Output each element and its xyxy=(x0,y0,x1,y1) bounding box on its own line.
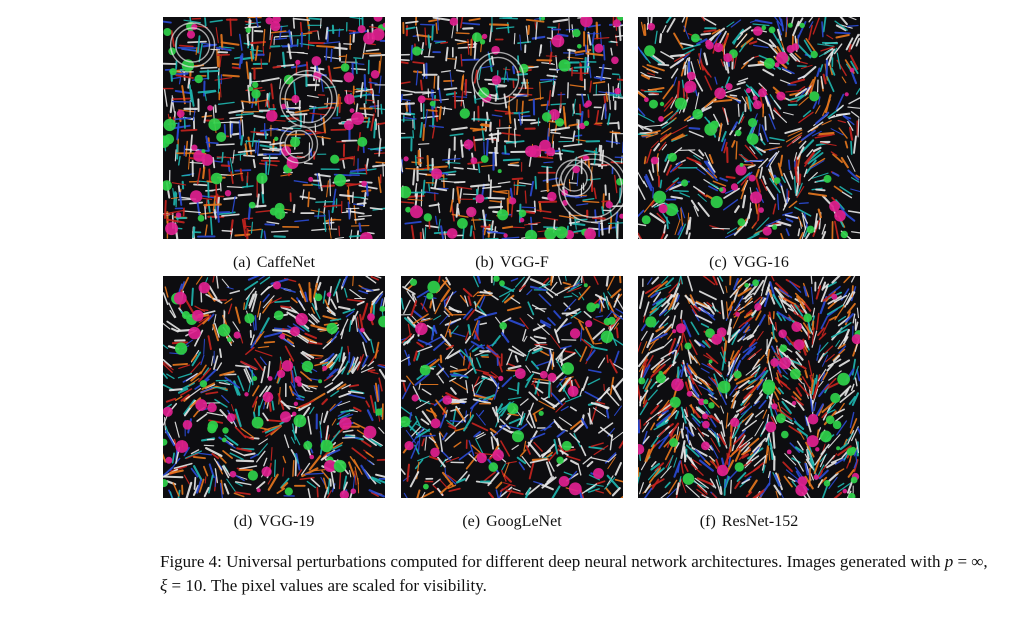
math-p-eq: = ∞, xyxy=(953,552,988,571)
perturbation-image-vgg-16 xyxy=(638,17,860,239)
panel-name: ResNet-152 xyxy=(721,513,799,530)
panel-name: VGG-16 xyxy=(732,254,789,271)
panel-letter: (e) xyxy=(462,513,481,530)
panel-caption-b: (b) VGG-F xyxy=(392,253,632,273)
panel-name: VGG-19 xyxy=(258,513,315,530)
perturbation-image-googlenet xyxy=(401,276,623,498)
perturbation-pattern xyxy=(401,276,623,498)
perturbation-pattern xyxy=(401,17,623,239)
perturbation-pattern xyxy=(163,276,385,498)
panel-name: CaffeNet xyxy=(256,254,316,271)
panel-letter: (b) xyxy=(475,254,494,271)
math-xi-eq: = 10 xyxy=(167,576,203,595)
perturbation-pattern xyxy=(638,17,860,239)
caption-text-2: . The pixel values are scaled for visibi… xyxy=(202,576,487,595)
panel-letter: (a) xyxy=(232,254,251,271)
perturbation-image-vgg-f xyxy=(401,17,623,239)
math-p: p xyxy=(944,552,954,571)
figure-caption: Figure 4: Universal perturbations comput… xyxy=(160,550,1010,598)
panel-name: VGG-F xyxy=(499,254,549,271)
perturbation-image-resnet-152 xyxy=(638,276,860,498)
panel-name: GoogLeNet xyxy=(486,513,562,530)
panel-caption-c: (c) VGG-16 xyxy=(629,253,869,273)
panel-caption-f: (f) ResNet-152 xyxy=(629,512,869,532)
panel-caption-a: (a) CaffeNet xyxy=(154,253,394,273)
perturbation-image-vgg-19 xyxy=(163,276,385,498)
panel-letter: (c) xyxy=(709,254,727,271)
math-xi: ξ xyxy=(160,576,168,595)
panel-letter: (f) xyxy=(699,513,716,530)
perturbation-pattern xyxy=(638,276,860,498)
panel-caption-e: (e) GoogLeNet xyxy=(392,512,632,532)
panel-caption-d: (d) VGG-19 xyxy=(154,512,394,532)
figure-label: Figure 4: xyxy=(160,552,222,571)
perturbation-pattern xyxy=(163,17,385,239)
perturbation-image-caffenet xyxy=(163,17,385,239)
panel-letter: (d) xyxy=(233,513,253,530)
caption-text-1: Universal perturbations computed for dif… xyxy=(226,552,945,571)
